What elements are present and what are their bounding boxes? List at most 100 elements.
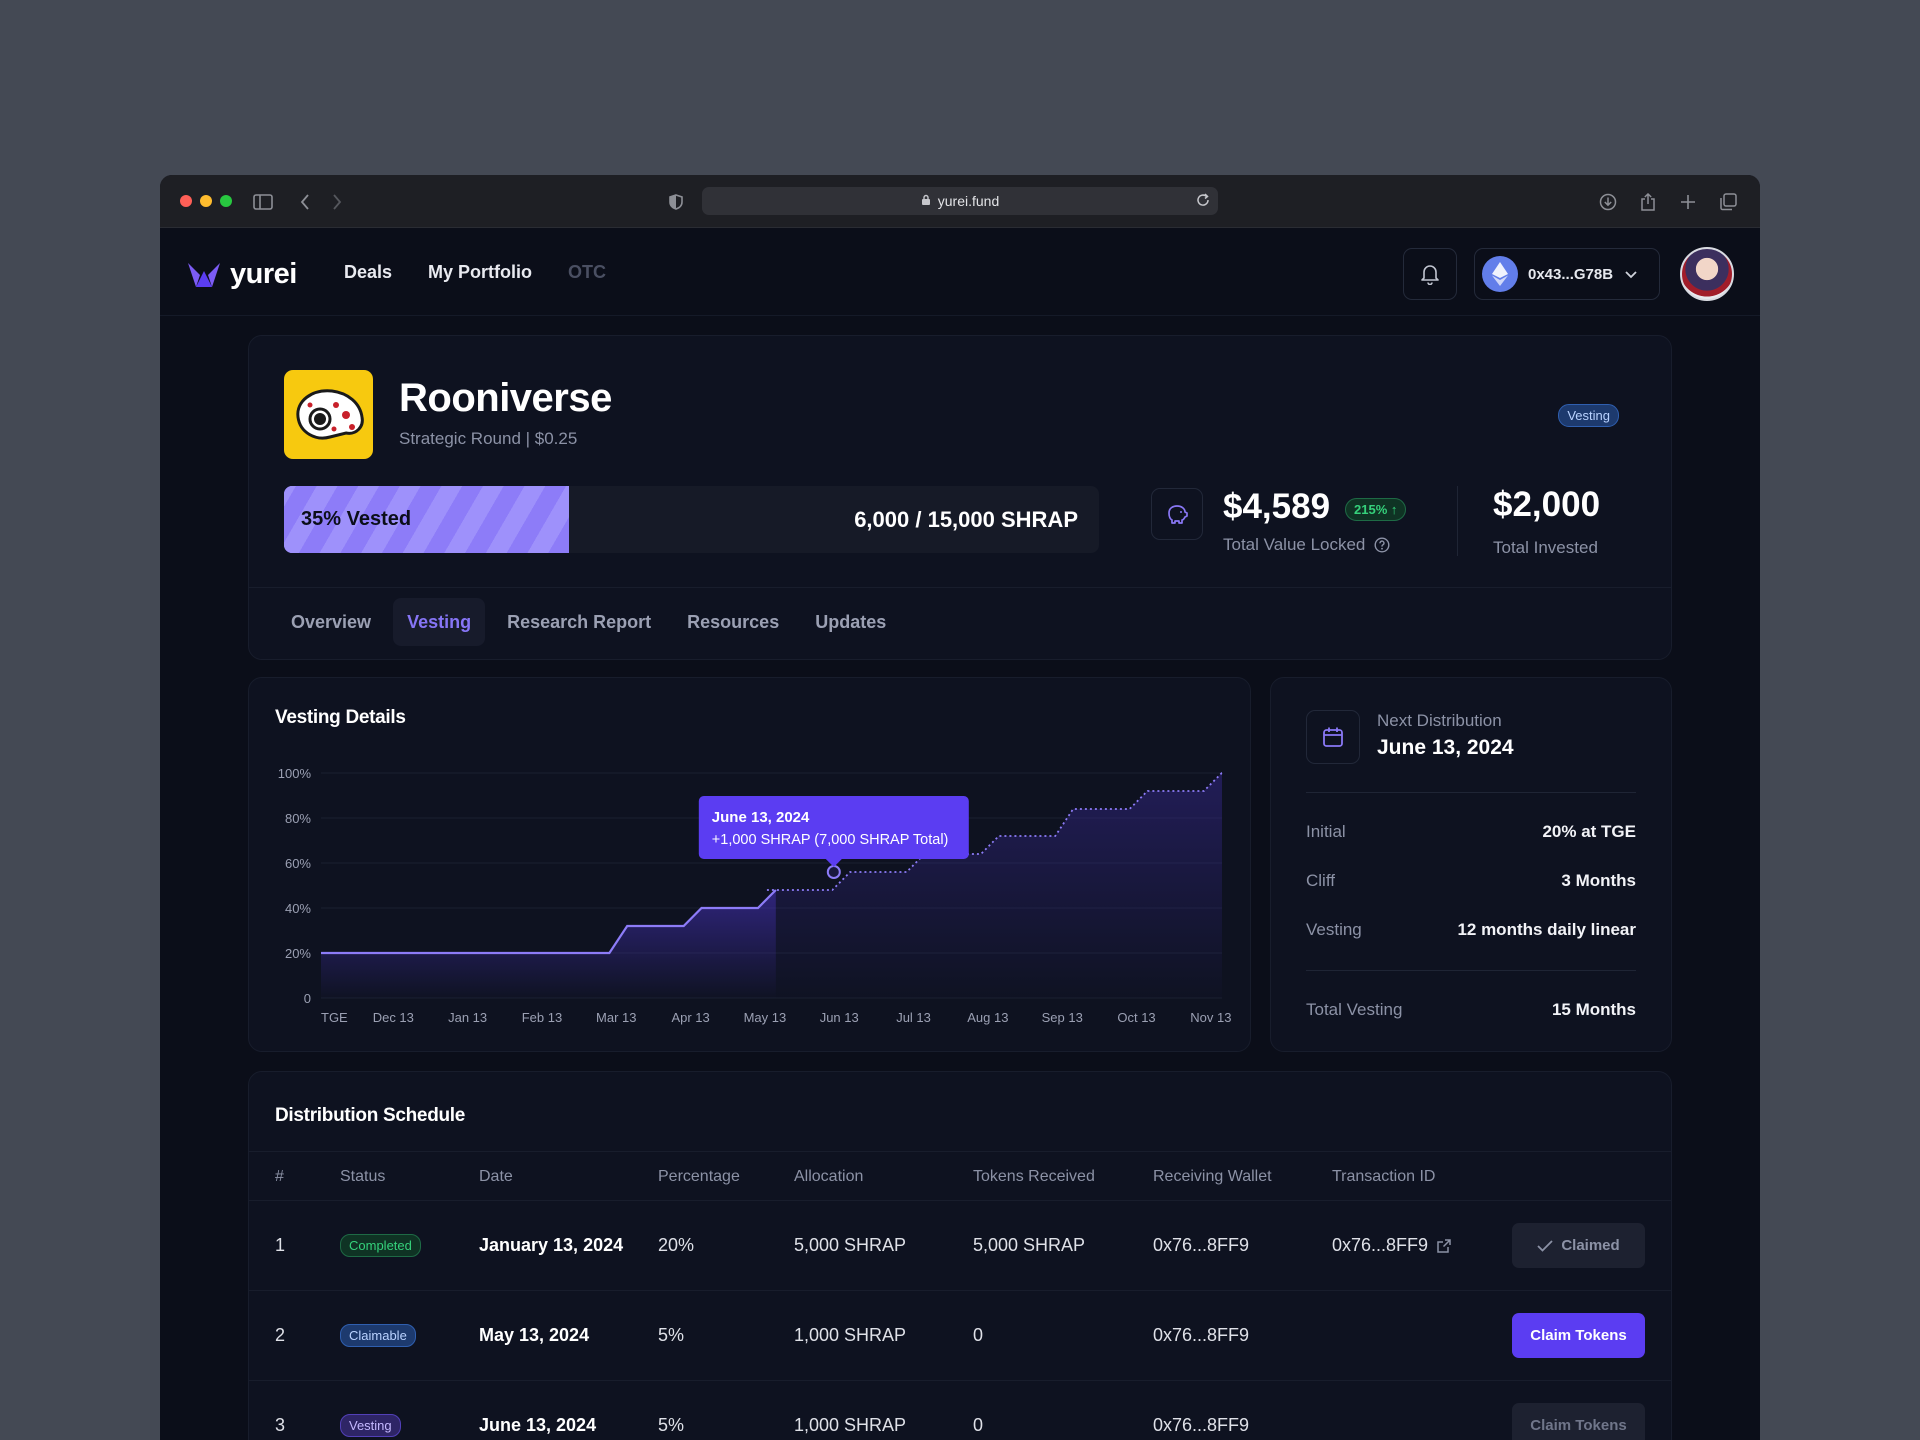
claim-tokens-button[interactable]: Claim Tokens xyxy=(1512,1313,1645,1358)
address-bar[interactable]: yurei.fund xyxy=(702,187,1218,215)
divider xyxy=(249,1290,1671,1291)
percentage-cell: 5% xyxy=(658,1325,685,1345)
divider xyxy=(1306,792,1636,793)
tab-overview-icon[interactable] xyxy=(1717,191,1739,213)
divider xyxy=(249,1200,1671,1201)
wallet-cell: 0x76...8FF9 xyxy=(1153,1235,1250,1255)
new-tab-icon[interactable] xyxy=(1677,191,1699,213)
download-icon[interactable] xyxy=(1597,191,1619,213)
transaction-cell[interactable]: 0x76...8FF9 xyxy=(1332,1201,1452,1290)
tokens-received-cell: 5,000 SHRAP xyxy=(973,1235,1086,1255)
term-label: Initial xyxy=(1306,822,1346,841)
status-badge: Claimable xyxy=(340,1324,416,1347)
wallet-cell: 0x76...8FF9 xyxy=(1153,1415,1250,1435)
tab-research-report[interactable]: Research Report xyxy=(507,611,652,632)
y-tick-label: 100% xyxy=(278,766,312,781)
status-cell: Completed xyxy=(340,1201,421,1290)
status-badge: Completed xyxy=(340,1234,421,1257)
x-tick-label: Apr 13 xyxy=(671,1010,709,1025)
status-badge: Vesting xyxy=(1558,404,1619,427)
external-link-icon[interactable] xyxy=(1436,1238,1452,1254)
brand-name: yurei xyxy=(230,258,297,290)
claimed-button[interactable]: Claimed xyxy=(1512,1223,1645,1268)
table-row: 3 Vesting June 13, 2024 5% 1,000 SHRAP 0… xyxy=(249,1381,1671,1440)
check-icon xyxy=(1537,1239,1553,1252)
brand-logo[interactable]: yurei xyxy=(186,258,297,291)
x-tick-label: Dec 13 xyxy=(373,1010,414,1025)
tab-overview[interactable]: Overview xyxy=(291,611,372,632)
total-vesting-value: 15 Months xyxy=(1551,1000,1636,1019)
tooltip-arrow xyxy=(825,859,842,867)
distribution-schedule-title: Distribution Schedule xyxy=(275,1105,466,1126)
close-window-button[interactable] xyxy=(180,195,192,207)
y-tick-label: 60% xyxy=(285,856,311,871)
help-icon[interactable] xyxy=(1374,537,1390,553)
back-icon[interactable] xyxy=(294,191,316,213)
status-cell: Vesting xyxy=(340,1381,401,1440)
reload-icon[interactable] xyxy=(1196,193,1210,210)
project-name: Rooniverse xyxy=(399,376,612,420)
column-header-tokens-received: Tokens Received xyxy=(973,1168,1095,1185)
x-tick-label: TGE xyxy=(321,1010,348,1025)
bell-icon xyxy=(1421,265,1439,285)
divider xyxy=(249,1151,1671,1152)
vesting-progress-fill xyxy=(284,486,570,553)
projected-line xyxy=(766,772,1223,891)
distribution-schedule-card: Distribution Schedule # Status Date Perc… xyxy=(248,1071,1672,1440)
y-tick-label: 40% xyxy=(285,901,311,916)
vesting-details-card: Vesting Details 0 20% 40% 60% 80% 100% TGE Dec … xyxy=(248,677,1251,1052)
next-distribution-date: June 13, 2024 xyxy=(1377,736,1514,759)
user-avatar[interactable] xyxy=(1680,247,1734,301)
tooltip-text: +1,000 SHRAP (7,000 SHRAP Total) xyxy=(712,832,949,848)
tabs-divider xyxy=(249,587,1671,588)
privacy-shield-icon[interactable] xyxy=(665,191,687,213)
x-tick-label: May 13 xyxy=(744,1010,787,1025)
table-row: 1 Completed January 13, 2024 20% 5,000 S… xyxy=(249,1201,1671,1290)
browser-window: yurei.fund yurei Deals xyxy=(160,175,1760,1440)
sidebar-toggle-icon[interactable] xyxy=(252,191,274,213)
invested-value: $2,000 xyxy=(1493,485,1601,524)
total-vesting-row: Total Vesting 15 Months xyxy=(1306,1000,1636,1020)
vesting-term-initial: Initial 20% at TGE xyxy=(1306,822,1636,842)
main-nav: Deals My Portfolio OTC xyxy=(344,262,606,283)
nav-otc[interactable]: OTC xyxy=(568,262,607,282)
claim-tokens-button-disabled[interactable]: Claim Tokens xyxy=(1512,1403,1645,1440)
transaction-id[interactable]: 0x76...8FF9 xyxy=(1332,1235,1429,1255)
status-cell: Claimable xyxy=(340,1291,416,1380)
arrow-up-icon: ↑ xyxy=(1390,502,1398,517)
column-header-date: Date xyxy=(479,1168,513,1185)
app-header: yurei Deals My Portfolio OTC 0x43...G78B xyxy=(160,228,1760,316)
notifications-button[interactable] xyxy=(1403,248,1457,300)
wallet-cell: 0x76...8FF9 xyxy=(1153,1325,1250,1345)
window-controls xyxy=(180,195,232,207)
term-value: 3 Months xyxy=(1561,871,1636,890)
wallet-address: 0x43...G78B xyxy=(1528,265,1614,283)
nav-deals[interactable]: Deals xyxy=(344,262,393,282)
yurei-logo-icon xyxy=(188,262,220,287)
date-cell: January 13, 2024 xyxy=(479,1235,624,1255)
project-summary-card: Rooniverse Strategic Round | $0.25 Vesti… xyxy=(248,335,1672,660)
x-tick-label: Feb 13 xyxy=(522,1010,562,1025)
tab-resources[interactable]: Resources xyxy=(687,611,780,632)
tab-updates[interactable]: Updates xyxy=(815,611,887,632)
forward-icon[interactable] xyxy=(326,191,348,213)
next-distribution-card: Next Distribution June 13, 2024 Initial … xyxy=(1270,677,1672,1052)
vesting-progress-bar: 35% Vested 6,000 / 15,000 SHRAP xyxy=(284,486,1099,553)
share-icon[interactable] xyxy=(1637,191,1659,213)
vesting-term-schedule: Vesting 12 months daily linear xyxy=(1306,920,1636,940)
invested-label: Total Invested xyxy=(1493,538,1598,557)
term-value: 20% at TGE xyxy=(1542,822,1636,841)
minimize-window-button[interactable] xyxy=(200,195,212,207)
nav-my-portfolio[interactable]: My Portfolio xyxy=(428,262,533,282)
stats-divider xyxy=(1457,486,1458,556)
ethereum-icon xyxy=(1482,256,1518,292)
allocation-cell: 1,000 SHRAP xyxy=(794,1415,907,1435)
browser-toolbar: yurei.fund xyxy=(160,175,1760,228)
vested-line xyxy=(321,889,777,955)
maximize-window-button[interactable] xyxy=(220,195,232,207)
term-value: 12 months daily linear xyxy=(1457,920,1636,939)
table-row: 2 Claimable May 13, 2024 5% 1,000 SHRAP … xyxy=(249,1291,1671,1380)
vested-token-count: 6,000 / 15,000 SHRAP xyxy=(854,507,1078,532)
tab-vesting[interactable]: Vesting xyxy=(393,598,486,646)
wallet-button[interactable]: 0x43...G78B xyxy=(1474,248,1660,300)
